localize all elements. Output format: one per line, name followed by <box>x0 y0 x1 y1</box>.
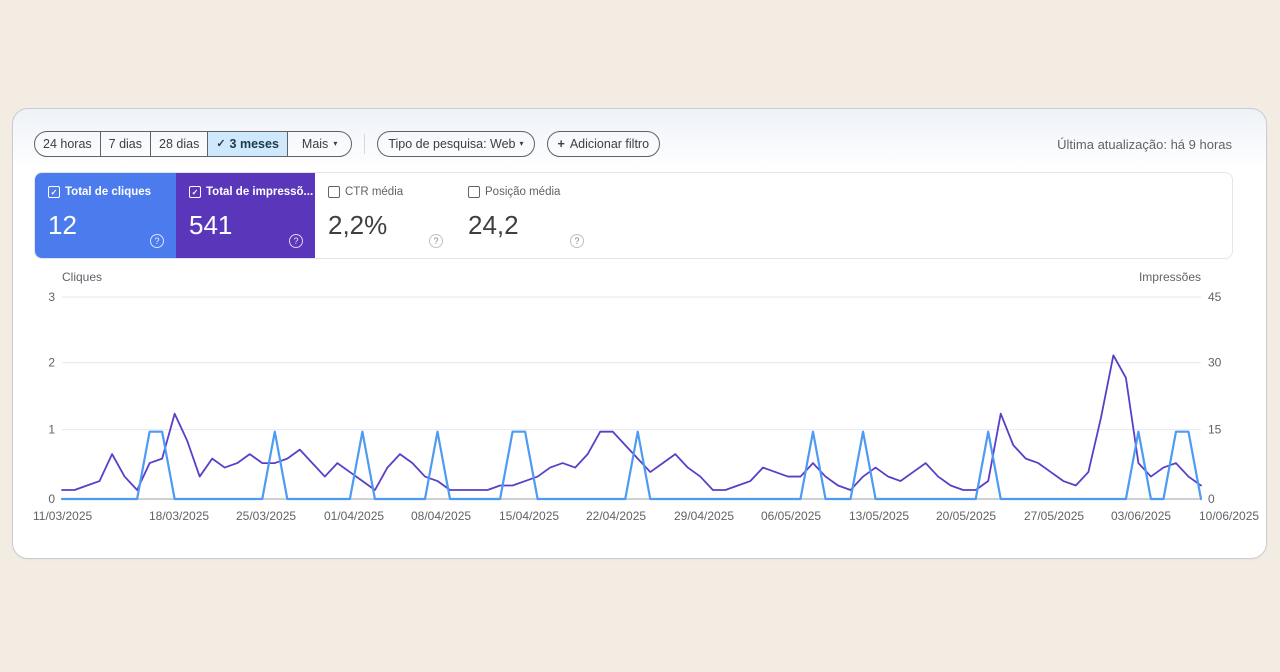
svg-text:0: 0 <box>48 492 55 506</box>
svg-text:Cliques: Cliques <box>62 270 102 284</box>
svg-text:1: 1 <box>48 423 55 437</box>
svg-text:20/05/2025: 20/05/2025 <box>936 509 996 523</box>
svg-text:15/04/2025: 15/04/2025 <box>499 509 559 523</box>
svg-text:0: 0 <box>1208 492 1215 506</box>
svg-text:29/04/2025: 29/04/2025 <box>674 509 734 523</box>
svg-text:06/05/2025: 06/05/2025 <box>761 509 821 523</box>
svg-text:10/06/2025: 10/06/2025 <box>1199 509 1259 523</box>
svg-text:27/05/2025: 27/05/2025 <box>1024 509 1084 523</box>
svg-text:45: 45 <box>1208 290 1222 304</box>
svg-text:01/04/2025: 01/04/2025 <box>324 509 384 523</box>
svg-text:08/04/2025: 08/04/2025 <box>411 509 471 523</box>
svg-text:2: 2 <box>48 356 55 370</box>
svg-text:Impressões: Impressões <box>1139 270 1201 284</box>
svg-text:11/03/2025: 11/03/2025 <box>33 509 92 523</box>
svg-text:18/03/2025: 18/03/2025 <box>149 509 209 523</box>
svg-text:3: 3 <box>48 290 55 304</box>
svg-text:22/04/2025: 22/04/2025 <box>586 509 646 523</box>
svg-text:03/06/2025: 03/06/2025 <box>1111 509 1171 523</box>
svg-text:30: 30 <box>1208 356 1222 370</box>
svg-text:13/05/2025: 13/05/2025 <box>849 509 909 523</box>
svg-text:15: 15 <box>1208 423 1222 437</box>
svg-text:25/03/2025: 25/03/2025 <box>236 509 296 523</box>
